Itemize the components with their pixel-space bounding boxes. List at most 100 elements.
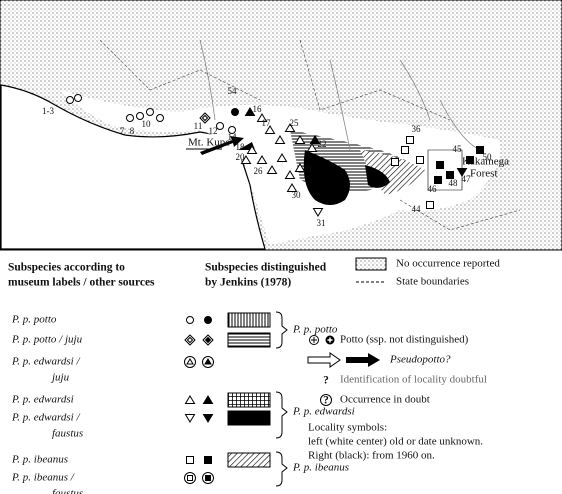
locality-symbol xyxy=(256,155,268,164)
locality-symbol xyxy=(306,143,318,152)
locality-note: Right (black): from 1960 on. xyxy=(308,450,435,462)
locality-symbol xyxy=(156,114,164,122)
locality-symbol xyxy=(136,112,144,120)
locality-number: 17 xyxy=(262,118,272,128)
locality-symbol xyxy=(294,163,306,172)
locality-symbol xyxy=(246,145,258,154)
pattern-swatch xyxy=(227,312,271,328)
note-mark: ? xyxy=(323,375,329,387)
locality-note: Locality symbols: xyxy=(308,422,387,434)
locality-number: 10 xyxy=(142,119,152,129)
locality-symbol xyxy=(416,156,424,164)
locality-symbol xyxy=(240,155,252,164)
locality-note: left (white center) old or date unknown. xyxy=(308,436,483,448)
locality-number: 36 xyxy=(412,124,422,134)
locality-symbol xyxy=(284,123,296,132)
locality-number: 44 xyxy=(412,204,422,214)
legend-symbol xyxy=(186,358,194,365)
locality-symbol xyxy=(309,135,321,144)
map-key-label: State boundaries xyxy=(396,276,469,288)
locality-symbol xyxy=(426,201,434,209)
note-text: Occurrence in doubt xyxy=(340,394,430,406)
brace xyxy=(275,451,288,487)
legend-symbol xyxy=(184,414,196,423)
potto-symbol xyxy=(327,337,333,343)
arrow-black xyxy=(346,353,380,367)
brace xyxy=(275,391,288,439)
note-text: Pseudopotto? xyxy=(389,354,451,366)
row-label: P. p. edwardsi / xyxy=(11,412,80,424)
row-label: juju xyxy=(50,372,70,384)
legend-symbol xyxy=(184,395,196,404)
locality-symbol xyxy=(436,161,444,169)
locality-number: 22 xyxy=(318,139,327,149)
locality-number: 50 xyxy=(483,152,493,162)
note-text: Potto (ssp. not distinguished) xyxy=(340,334,469,346)
locality-symbol xyxy=(446,171,454,179)
locality-symbol xyxy=(401,146,409,154)
locality-number: 12 xyxy=(209,126,218,136)
locality-symbol xyxy=(244,107,256,116)
doubt-circle xyxy=(320,394,332,406)
place-label: Forest xyxy=(470,168,498,180)
note-text: Identification of locality doubtful xyxy=(340,374,487,386)
pattern-swatch xyxy=(227,332,271,348)
legend: Subspecies according to museum labels / o… xyxy=(8,257,500,494)
map xyxy=(0,0,562,251)
locality-symbol xyxy=(216,122,224,130)
legend-symbol xyxy=(186,456,194,464)
locality-number: 20 xyxy=(236,152,246,162)
row-label: P. p. edwardsi xyxy=(11,394,74,406)
locality-symbol xyxy=(274,135,286,144)
legend-symbol xyxy=(204,316,212,324)
locality-number: 26 xyxy=(254,166,264,176)
locality-symbol xyxy=(74,94,82,102)
column-header: by Jenkins (1978) xyxy=(205,277,291,289)
locality-symbol xyxy=(66,96,74,104)
locality-symbol xyxy=(146,108,154,116)
locality-symbol xyxy=(201,114,209,122)
locality-symbol xyxy=(266,165,278,174)
locality-number: 16 xyxy=(253,104,263,114)
legend-symbol xyxy=(204,358,212,365)
row-label: P. p. potto / juju xyxy=(11,334,83,346)
locality-number: 11 xyxy=(194,121,203,131)
locality-number: 31 xyxy=(317,218,326,228)
locality-number: 1-3 xyxy=(42,106,54,116)
locality-number: 8 xyxy=(130,126,135,136)
locality-symbol xyxy=(284,170,296,179)
row-label: faustus xyxy=(52,428,83,440)
locality-number: 18 xyxy=(236,142,246,152)
locality-symbol xyxy=(466,156,474,164)
locality-symbol xyxy=(391,158,399,166)
legend-symbol xyxy=(187,475,193,481)
locality-symbol xyxy=(476,146,484,154)
potto-symbol xyxy=(311,337,317,343)
locality-number: 30 xyxy=(292,190,302,200)
locality-number: 48 xyxy=(449,178,459,188)
row-label: P. p. edwardsi / xyxy=(11,356,80,368)
legend-symbol xyxy=(186,336,194,344)
legend-symbol xyxy=(202,395,214,404)
column-header: Subspecies distinguished xyxy=(205,262,327,274)
locality-symbol xyxy=(406,136,414,144)
locality-symbol xyxy=(264,125,276,134)
locality-number: 54 xyxy=(228,86,238,96)
arrow-white xyxy=(307,352,341,368)
row-label: P. p. potto xyxy=(11,314,57,326)
locality-symbol xyxy=(228,126,236,134)
locality-symbol xyxy=(312,208,324,217)
locality-number: 45 xyxy=(453,144,463,154)
arrow xyxy=(200,136,244,155)
locality-number: 29 xyxy=(303,164,313,174)
locality-number: 47 xyxy=(462,174,472,184)
locality-number: 25 xyxy=(290,118,300,128)
locality-symbol xyxy=(456,168,468,177)
locality-symbol xyxy=(286,183,298,192)
locality-symbol xyxy=(276,153,288,162)
legend-symbol xyxy=(186,316,194,324)
locality-symbol xyxy=(434,176,442,184)
locality-number: 46 xyxy=(428,184,438,194)
legend-symbol xyxy=(202,414,214,423)
